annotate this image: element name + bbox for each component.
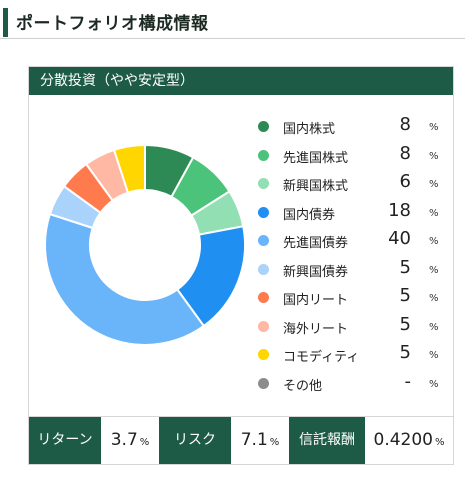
legend-swatch: [258, 349, 269, 360]
risk-value: 7.1%: [231, 417, 289, 464]
portfolio-card: 分散投資（やや安定型） 国内株式 8% 先進国株式 8% 新興国株式 6% 国内債券 18% 先…: [28, 66, 454, 465]
legend-unit: %: [429, 293, 439, 304]
legend-unit: %: [429, 179, 439, 190]
legend-item: 国内リート 5%: [257, 284, 447, 313]
legend-label: 新興国株式: [283, 179, 349, 194]
legend-value: 5: [399, 256, 411, 278]
legend-item: 先進国債券 40%: [257, 227, 447, 256]
legend-unit: %: [429, 321, 439, 333]
legend-swatch: [258, 178, 269, 189]
legend-swatch: [258, 149, 269, 161]
legend-label: その他: [283, 378, 323, 394]
legend-unit: %: [429, 350, 439, 361]
legend-label: 海外リート: [283, 321, 349, 337]
legend-swatch: [258, 263, 269, 275]
legend-swatch: [258, 121, 269, 132]
legend-item: 新興国債券 5%: [257, 256, 447, 285]
return-label: リターン: [29, 417, 101, 464]
legend-value: 18: [388, 199, 411, 221]
legend-value: -: [404, 370, 412, 392]
risk-unit: %: [269, 437, 280, 448]
legend-unit: %: [429, 236, 439, 247]
legend-value: 8: [399, 142, 411, 164]
card-title: 分散投資（やや安定型）: [40, 73, 194, 89]
page-title-bar: ポートフォリオ構成情報: [0, 6, 465, 39]
risk-label: リスク: [159, 417, 231, 464]
legend-item: 先進国株式 8%: [257, 142, 447, 171]
card-header: 分散投資（やや安定型）: [29, 67, 453, 95]
trust-fee-label: 信託報酬: [289, 417, 365, 464]
legend-value: 5: [399, 342, 411, 363]
title-accent-bar: [3, 8, 8, 37]
legend-unit: %: [429, 264, 439, 276]
donut-chart: [44, 143, 246, 346]
donut-slices: [44, 143, 246, 346]
legend-value: 5: [399, 313, 411, 335]
trust-fee-unit: %: [434, 437, 445, 448]
return-number: 3.7: [110, 430, 138, 450]
legend-label: 新興国債券: [283, 264, 349, 280]
stats-bar: リターン 3.7% リスク 7.1% 信託報酬 0.4200%: [29, 416, 453, 464]
legend-unit: %: [429, 207, 439, 219]
legend-label: 先進国債券: [283, 236, 349, 251]
donut-slice-9: [112, 143, 146, 194]
legend-label: 国内リート: [283, 293, 349, 308]
legend-swatch: [258, 320, 269, 332]
trust-fee-number: 0.4200: [373, 430, 433, 450]
chart-legend: 国内株式 8% 先進国株式 8% 新興国株式 6% 国内債券 18% 先進国債券 40% 新興国債券…: [257, 113, 447, 398]
legend-label: 国内株式: [283, 122, 336, 137]
legend-label: 国内債券: [283, 207, 336, 223]
risk-number: 7.1: [240, 430, 268, 450]
legend-item: 海外リート 5%: [257, 313, 447, 342]
legend-value: 6: [399, 171, 411, 192]
legend-item: コモディティ 5%: [257, 341, 447, 370]
legend-item: その他 -%: [257, 370, 447, 399]
page-title: ポートフォリオ構成情報: [16, 14, 209, 34]
trust-fee-value: 0.4200%: [365, 417, 453, 464]
return-value: 3.7%: [101, 417, 159, 464]
legend-unit: %: [429, 122, 439, 133]
legend-value: 5: [399, 285, 411, 306]
donut-slice-5: [44, 212, 206, 346]
legend-value: 40: [388, 228, 411, 249]
legend-label: 先進国株式: [283, 150, 349, 166]
legend-unit: %: [429, 378, 439, 390]
legend-item: 国内債券 18%: [257, 199, 447, 228]
legend-item: 国内株式 8%: [257, 113, 447, 142]
legend-swatch: [258, 235, 269, 246]
legend-value: 8: [399, 114, 411, 135]
legend-swatch: [258, 292, 269, 303]
return-unit: %: [139, 437, 150, 448]
legend-item: 新興国株式 6%: [257, 170, 447, 199]
legend-swatch: [258, 377, 269, 389]
legend-swatch: [258, 206, 269, 218]
legend-label: コモディティ: [283, 350, 360, 365]
legend-unit: %: [429, 150, 439, 162]
